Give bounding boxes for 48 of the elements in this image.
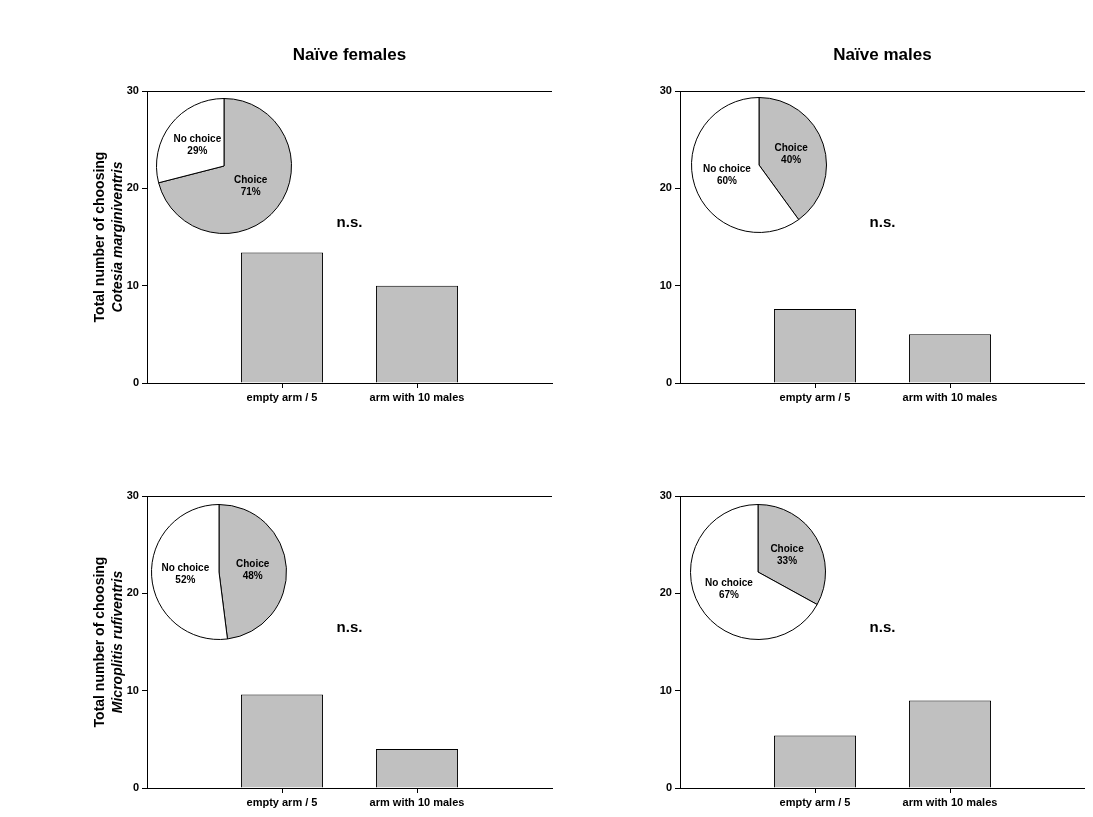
data-label: 52%	[175, 573, 196, 585]
y-tick-label: 10	[659, 683, 672, 696]
y-axis-title: Total number of choosing Microplitis rufiventris	[90, 555, 126, 730]
data-label: 60%	[716, 175, 738, 187]
data-label: 71%	[240, 186, 261, 198]
data-label: 40%	[781, 154, 802, 166]
data-label: 33%	[777, 554, 798, 566]
chart-title: Naïve females	[291, 45, 408, 65]
x-tick-label: arm with 10 males	[369, 390, 465, 403]
annotation: n.s.	[869, 212, 896, 230]
x-tick-label: arm with 10 males	[902, 795, 998, 808]
slice-label: Choice	[770, 542, 805, 554]
data-label: 48%	[242, 569, 263, 581]
slice-label: No choice	[161, 561, 210, 573]
data-label: 29%	[187, 145, 208, 157]
x-tick-label: empty arm / 5	[246, 390, 318, 403]
y-tick-label: 20	[659, 586, 672, 599]
y-tick-label: 10	[126, 278, 139, 291]
annotation: n.s.	[336, 212, 363, 230]
x-tick-label: empty arm / 5	[779, 390, 851, 403]
slice-label: Choice	[234, 174, 268, 186]
y-tick-label: 20	[126, 181, 139, 194]
slice-label: No choice	[173, 133, 222, 145]
y-tick-label: 20	[659, 181, 672, 194]
y-tick-label: 30	[126, 84, 139, 97]
y-tick-label: 30	[126, 489, 139, 502]
y-tick-label: 0	[132, 781, 139, 794]
y-tick-label: 0	[132, 376, 139, 389]
x-tick-label: arm with 10 males	[902, 390, 998, 403]
y-tick-label: 0	[665, 376, 672, 389]
y-tick-label: 30	[659, 84, 672, 97]
y-tick-label: 0	[665, 781, 672, 794]
y-tick-label: 10	[659, 278, 672, 291]
x-tick-label: empty arm / 5	[779, 795, 851, 808]
y-tick-label: 20	[126, 586, 139, 599]
data-label: 67%	[718, 588, 740, 600]
slice-label: Choice	[774, 142, 809, 154]
annotation: n.s.	[336, 617, 363, 635]
x-tick-label: empty arm / 5	[246, 795, 318, 808]
y-tick-label: 30	[659, 489, 672, 502]
slice-label: No choice	[703, 163, 752, 175]
chart-title: Naïve males	[832, 45, 933, 65]
x-tick-label: arm with 10 males	[369, 795, 465, 808]
y-tick-label: 10	[126, 683, 139, 696]
slice-label: No choice	[705, 576, 754, 588]
annotation: n.s.	[869, 617, 896, 635]
slice-label: Choice	[236, 557, 270, 569]
y-axis-title: Total number of choosing Cotesia marginiventris	[90, 150, 126, 325]
